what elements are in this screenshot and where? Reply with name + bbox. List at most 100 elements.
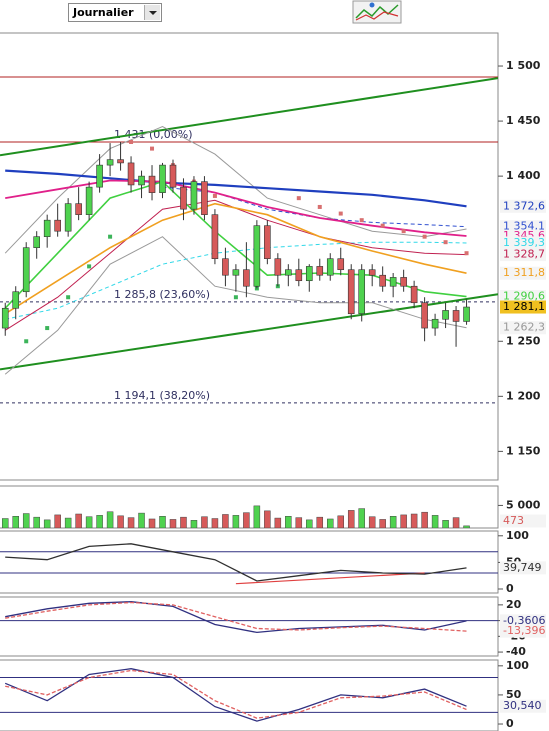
overlay-line (4, 180, 467, 309)
panel (1, 505, 470, 528)
candle-body (75, 203, 82, 215)
value-badge (500, 514, 546, 528)
volume-bar (12, 516, 19, 528)
level-label: 1 431 (0,00%) (114, 128, 193, 141)
sar-dot (66, 295, 71, 300)
candle-body (389, 277, 397, 287)
value-badge-label: 1 290,6 (503, 290, 545, 303)
candle-body (274, 258, 282, 276)
candle-body (410, 285, 418, 304)
trend-line (235, 572, 425, 585)
volume-bar (295, 517, 303, 528)
overlay-line (4, 126, 467, 254)
candle-body (253, 225, 261, 287)
volume-bar (243, 512, 250, 528)
volume-bar (358, 508, 365, 528)
candle-body (431, 318, 439, 329)
value-badge-label: 1 262,3 (503, 321, 545, 334)
value-badge-label: 1 311,8 (503, 266, 545, 279)
candle-body (400, 277, 407, 287)
candle-body (295, 269, 303, 282)
value-badge (500, 248, 546, 262)
volume-bar (222, 514, 229, 528)
volume-bar (33, 516, 40, 528)
period-label: Journalier (73, 6, 134, 19)
value-badge (500, 699, 546, 713)
volume-bar (389, 516, 397, 528)
overlay-line (4, 199, 467, 331)
value-badge-label: 39,749 (503, 561, 542, 574)
y-tick-label: 0 (506, 717, 514, 730)
sar-dot (422, 234, 427, 239)
candle-body (96, 164, 103, 188)
sar-dot (380, 223, 385, 228)
volume-bar (463, 525, 470, 528)
sar-dot (212, 193, 217, 198)
volume-bar (54, 514, 61, 528)
y-tick-label: 50 (506, 688, 522, 701)
y-tick-label: 5 000 (506, 498, 541, 511)
candle-body (232, 269, 240, 276)
candle-body (54, 219, 61, 232)
y-tick-label: 20 (506, 598, 522, 611)
volume-bar (316, 516, 324, 528)
volume-bar (347, 510, 355, 528)
panel-frame (0, 32, 499, 481)
candle-body (305, 266, 313, 282)
sar-dot (296, 196, 301, 201)
volume-bar (201, 516, 208, 528)
candle-body (12, 291, 20, 309)
panel (0, 543, 498, 585)
candle-body (33, 236, 40, 248)
candle-body (442, 310, 449, 320)
overlay-line (5, 241, 467, 320)
panel (0, 601, 498, 634)
candle-body (43, 219, 51, 237)
candle-body (22, 247, 30, 293)
y-tick-label: 100 (506, 659, 529, 672)
y-tick-label: -40 (506, 645, 526, 658)
sar-dot (129, 139, 134, 144)
volume-bar (400, 514, 407, 528)
candle-body (85, 186, 93, 215)
panel (0, 668, 498, 722)
volume-bar (85, 516, 93, 528)
candle-body (127, 162, 135, 186)
candle-body (180, 186, 187, 210)
volume-bar (442, 520, 449, 528)
volume-bar (190, 520, 198, 528)
volume-bar (421, 511, 428, 528)
volume-bar (1, 518, 9, 528)
candle-body (1, 307, 9, 329)
volume-bar (431, 515, 439, 528)
sar-dot (45, 326, 50, 331)
volume-bar (127, 517, 135, 528)
volume-bar (379, 519, 386, 528)
y-tick-label: 1 150 (506, 444, 541, 457)
value-badge-label: -13,396 (503, 624, 545, 637)
candle-body (463, 306, 470, 322)
indicator-icon[interactable] (352, 0, 402, 24)
candle-body (169, 164, 177, 188)
indicator-line (5, 543, 467, 582)
volume-bar (75, 513, 82, 528)
volume-bar (180, 516, 187, 528)
volume-bar (169, 519, 177, 528)
volume-bar (285, 516, 292, 528)
candle-body (64, 203, 72, 232)
candle-body (264, 225, 271, 260)
trend-line (0, 293, 498, 371)
period-dropdown[interactable]: Journalier (68, 3, 162, 22)
overlay-line (5, 179, 467, 237)
sar-dot (317, 204, 322, 209)
volume-bar (43, 519, 51, 528)
candle-body (326, 258, 334, 276)
value-badge (500, 266, 546, 280)
volume-bar (368, 516, 376, 528)
value-badge-label: 1 328,7 (503, 248, 545, 261)
dropdown-arrow[interactable] (144, 5, 160, 20)
indicator-line (5, 601, 467, 634)
trend-line (0, 77, 498, 157)
candle-body (452, 310, 460, 322)
